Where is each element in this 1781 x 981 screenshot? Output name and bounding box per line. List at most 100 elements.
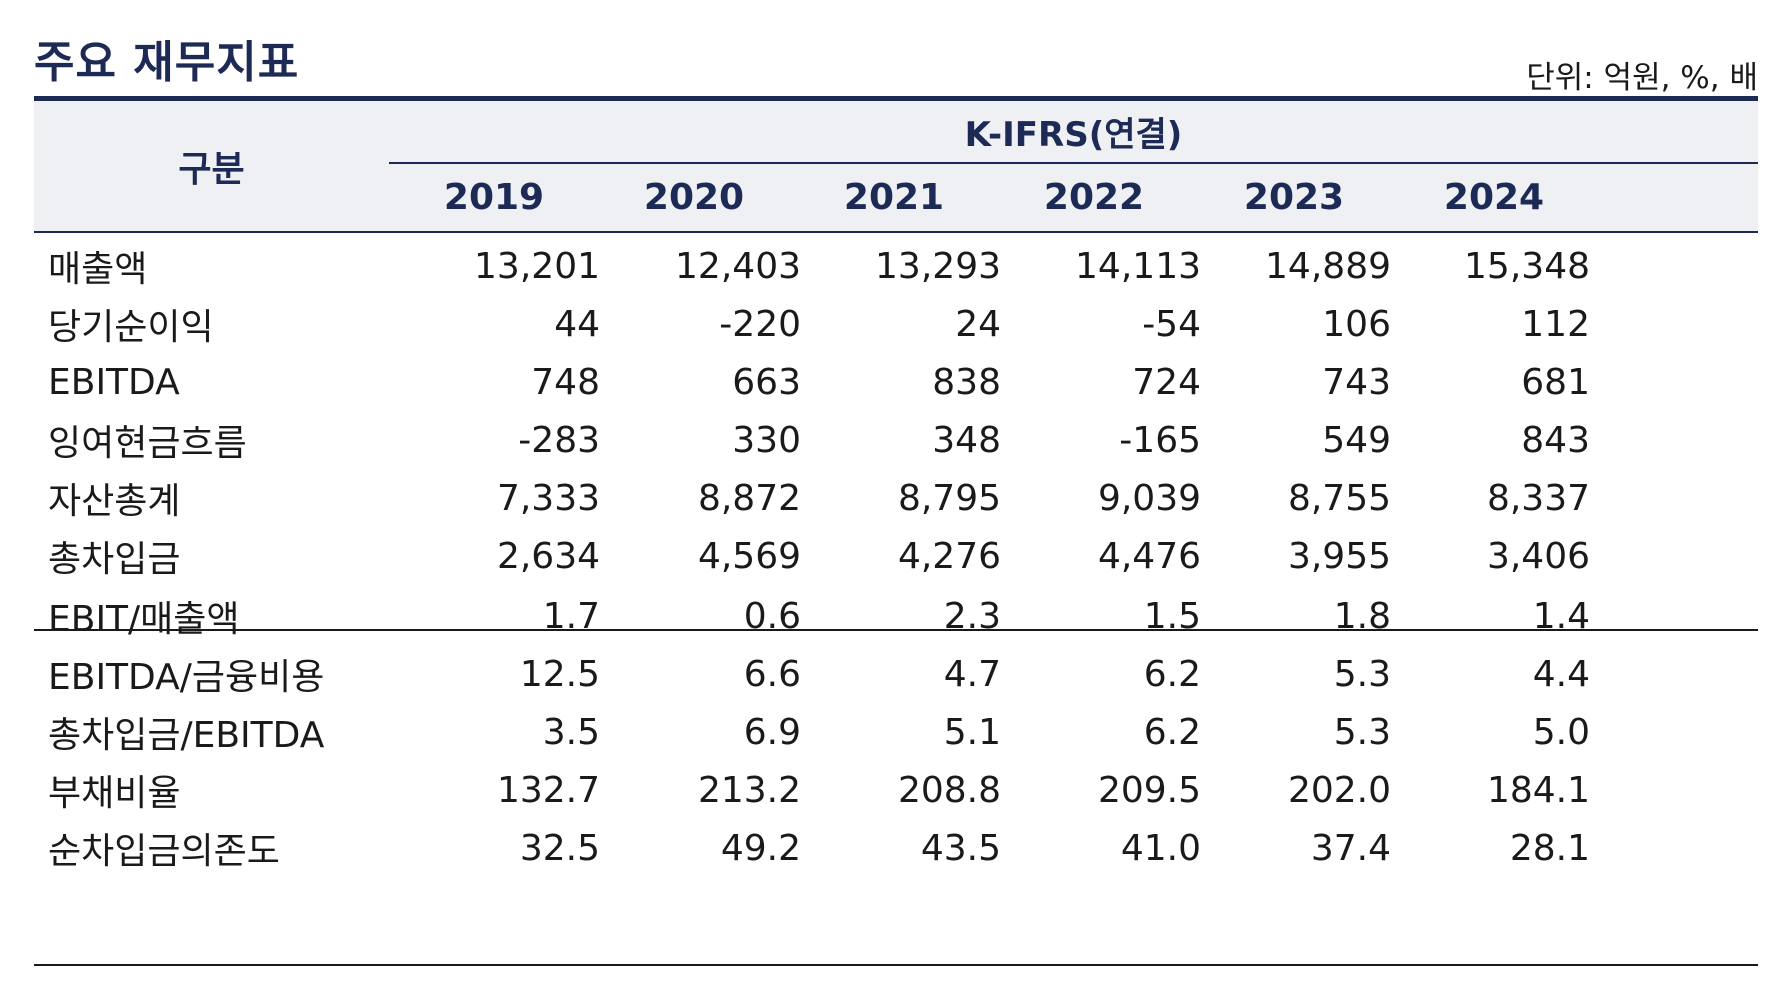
table-cell: 8,795 [897,477,1001,519]
top-rule [34,96,1758,101]
table-cell: 348 [932,419,1001,461]
table-cell: 14,113 [1075,245,1201,287]
table-cell: 2.3 [943,595,1001,637]
header-years: 2019 2020 2021 2022 2023 2024 [389,164,1758,231]
table-cell: -54 [1142,303,1201,345]
row-label: EBITDA/금융비용 [48,657,325,698]
table-cell: 49.2 [720,827,801,869]
table-cell: 724 [1132,361,1201,403]
table-cell: 2,634 [496,535,600,577]
table-cell: 32.5 [519,827,600,869]
table-cell: 8,337 [1486,477,1590,519]
table-cell: 4,476 [1097,535,1201,577]
table-cell: 743 [1322,361,1391,403]
row-label: 자산총계 [48,481,181,522]
table-cell: 9,039 [1097,477,1201,519]
table-row: 순차입금의존도 32.5 49.2 43.5 41.0 37.4 28.1 [34,815,1758,881]
table-cell: 14,889 [1265,245,1391,287]
table-cell: 41.0 [1120,827,1201,869]
table-row: 총차입금/EBITDA 3.5 6.9 5.1 6.2 5.3 5.0 [34,699,1758,765]
table-row: 당기순이익 44 -220 24 -54 106 112 [34,291,1758,357]
row-label: 당기순이익 [48,307,214,348]
table-cell: 112 [1521,303,1590,345]
header-year-2021: 2021 [843,177,945,218]
header-year-2022: 2022 [1043,177,1145,218]
table-cell: 4.7 [943,653,1001,695]
table-cell: 12.5 [519,653,600,695]
header-bottom-rule [34,231,1758,233]
header-year-2019: 2019 [443,177,545,218]
page-title: 주요 재무지표 [34,37,300,88]
table-cell: 1.8 [1333,595,1391,637]
table-cell: 4.4 [1532,653,1590,695]
row-label: 잉여현금흐름 [48,423,247,464]
bottom-rule [34,964,1758,966]
group-sub-rule [389,162,1758,164]
table-cell: -220 [719,303,801,345]
table-row: EBIT/매출액 1.7 0.6 2.3 1.5 1.8 1.4 [34,583,1758,649]
table-cell: 843 [1521,419,1590,461]
table-cell: 0.6 [743,595,801,637]
row-label: 순차입금의존도 [48,831,280,872]
row-label: 총차입금/EBITDA [48,715,325,756]
table-cell: 549 [1322,419,1391,461]
row-label: EBITDA [48,361,180,403]
table-row: 매출액 13,201 12,403 13,293 14,113 14,889 15,348 [34,233,1758,299]
table-cell: 4,569 [697,535,801,577]
table-cell: 5.1 [943,711,1001,753]
header-year-2023: 2023 [1243,177,1345,218]
table-row: 부채비율 132.7 213.2 208.8 209.5 202.0 184.1 [34,757,1758,823]
table-cell: 5.3 [1333,653,1391,695]
table-cell: 8,872 [697,477,801,519]
table-cell: 13,293 [875,245,1001,287]
table-cell: 15,348 [1464,245,1590,287]
header-year-2024: 2024 [1443,177,1545,218]
table-header-background [34,101,1758,231]
table-cell: 132.7 [496,769,600,811]
table-cell: 4,276 [897,535,1001,577]
table-cell: 330 [732,419,801,461]
table-cell: 6.9 [743,711,801,753]
table-row: 총차입금 2,634 4,569 4,276 4,476 3,955 3,406 [34,523,1758,589]
table-cell: -283 [518,419,600,461]
table-cell: 6.2 [1143,711,1201,753]
table-cell: 663 [732,361,801,403]
table-cell: 6.2 [1143,653,1201,695]
table-cell: 6.6 [743,653,801,695]
table-cell: 24 [955,303,1001,345]
table-cell: 3,955 [1287,535,1391,577]
table-cell: 37.4 [1310,827,1391,869]
table-cell: 106 [1322,303,1391,345]
table-cell: 1.7 [542,595,600,637]
table-cell: 28.1 [1509,827,1590,869]
section-divider-rule [34,629,1758,631]
table-cell: 838 [932,361,1001,403]
table-cell: 13,201 [474,245,600,287]
table-cell: 208.8 [897,769,1001,811]
table-cell: 681 [1521,361,1590,403]
table-cell: 202.0 [1287,769,1391,811]
row-label: 부채비율 [48,773,181,814]
table-cell: 748 [531,361,600,403]
row-label: 매출액 [48,249,148,290]
table-cell: 1.5 [1143,595,1201,637]
table-cell: 184.1 [1486,769,1590,811]
row-label: EBIT/매출액 [48,599,240,640]
table-cell: 3,406 [1486,535,1590,577]
row-label: 총차입금 [48,539,181,580]
table-cell: 213.2 [697,769,801,811]
table-cell: 12,403 [675,245,801,287]
table-cell: 209.5 [1097,769,1201,811]
table-row: 잉여현금흐름 -283 330 348 -165 549 843 [34,407,1758,473]
table-cell: 3.5 [542,711,600,753]
table-cell: 44 [554,303,600,345]
table-cell: 5.0 [1532,711,1590,753]
header-group-label: K-IFRS(연결) [964,115,1183,155]
table-cell: 8,755 [1287,477,1391,519]
table-cell: 5.3 [1333,711,1391,753]
header-year-2020: 2020 [643,177,745,218]
table-row: EBITDA 748 663 838 724 743 681 [34,349,1758,415]
table-row: 자산총계 7,333 8,872 8,795 9,039 8,755 8,337 [34,465,1758,531]
unit-note: 단위: 억원, %, 배 [1526,60,1758,96]
